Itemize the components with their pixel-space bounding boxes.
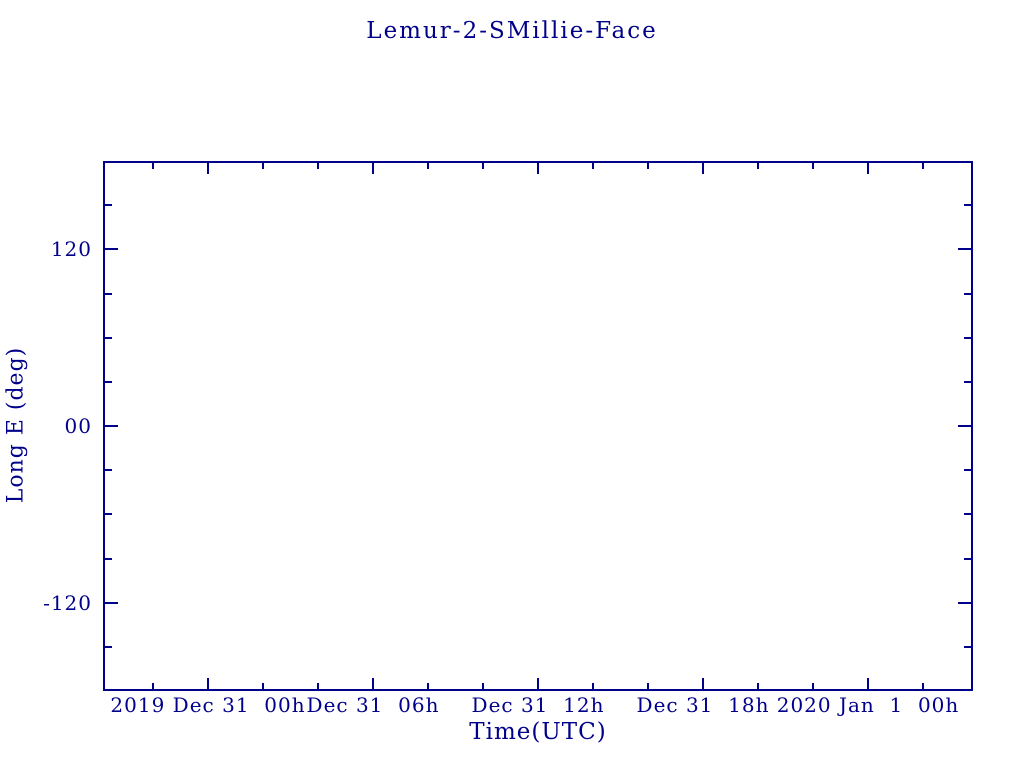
y-minor-tick	[964, 337, 971, 339]
x-minor-tick	[812, 683, 814, 689]
x-minor-tick	[152, 163, 154, 169]
x-minor-tick	[427, 683, 429, 689]
y-minor-tick	[105, 558, 112, 560]
x-major-tick	[537, 678, 539, 689]
x-minor-tick	[482, 163, 484, 169]
y-tick-label: 120	[50, 237, 92, 261]
plot-frame	[103, 161, 973, 691]
x-minor-tick	[757, 163, 759, 169]
y-major-tick	[958, 248, 971, 250]
x-minor-tick	[922, 683, 924, 689]
y-minor-tick	[964, 646, 971, 648]
y-major-tick	[958, 602, 971, 604]
x-minor-tick	[482, 683, 484, 689]
x-minor-tick	[262, 683, 264, 689]
x-minor-tick	[427, 163, 429, 169]
y-minor-tick	[105, 646, 112, 648]
x-major-tick	[702, 163, 704, 174]
y-major-tick	[105, 602, 118, 604]
x-minor-tick	[757, 683, 759, 689]
x-minor-tick	[317, 683, 319, 689]
y-minor-tick	[105, 293, 112, 295]
x-minor-tick	[812, 163, 814, 169]
x-tick-label: 2020 Jan 1 00h	[776, 693, 960, 717]
x-tick-label: Dec 31 06h	[306, 693, 440, 717]
y-minor-tick	[105, 469, 112, 471]
y-minor-tick	[964, 558, 971, 560]
x-major-tick	[372, 678, 374, 689]
x-minor-tick	[647, 683, 649, 689]
x-major-tick	[207, 163, 209, 174]
x-minor-tick	[317, 163, 319, 169]
x-minor-tick	[592, 683, 594, 689]
y-minor-tick	[105, 513, 112, 515]
y-minor-tick	[964, 381, 971, 383]
x-minor-tick	[152, 683, 154, 689]
y-major-tick	[105, 425, 118, 427]
x-major-tick	[372, 163, 374, 174]
x-major-tick	[207, 678, 209, 689]
x-tick-label: Dec 31 18h	[636, 693, 770, 717]
y-major-tick	[958, 425, 971, 427]
x-major-tick	[867, 163, 869, 174]
x-minor-tick	[262, 163, 264, 169]
x-minor-tick	[647, 163, 649, 169]
y-minor-tick	[964, 204, 971, 206]
x-tick-label: 2019 Dec 31 00h	[110, 693, 306, 717]
y-major-tick	[105, 248, 118, 250]
y-minor-tick	[964, 513, 971, 515]
y-minor-tick	[105, 337, 112, 339]
y-tick-label: -120	[43, 591, 92, 615]
x-major-tick	[537, 163, 539, 174]
x-minor-tick	[592, 163, 594, 169]
x-major-tick	[702, 678, 704, 689]
y-minor-tick	[105, 381, 112, 383]
x-major-tick	[867, 678, 869, 689]
x-axis-title: Time(UTC)	[469, 719, 607, 745]
y-minor-tick	[105, 204, 112, 206]
y-minor-tick	[964, 293, 971, 295]
chart-title: Lemur-2-SMillie-Face	[366, 18, 658, 44]
x-tick-label: Dec 31 12h	[471, 693, 605, 717]
x-minor-tick	[922, 163, 924, 169]
y-tick-label: 00	[64, 414, 92, 438]
y-minor-tick	[964, 469, 971, 471]
